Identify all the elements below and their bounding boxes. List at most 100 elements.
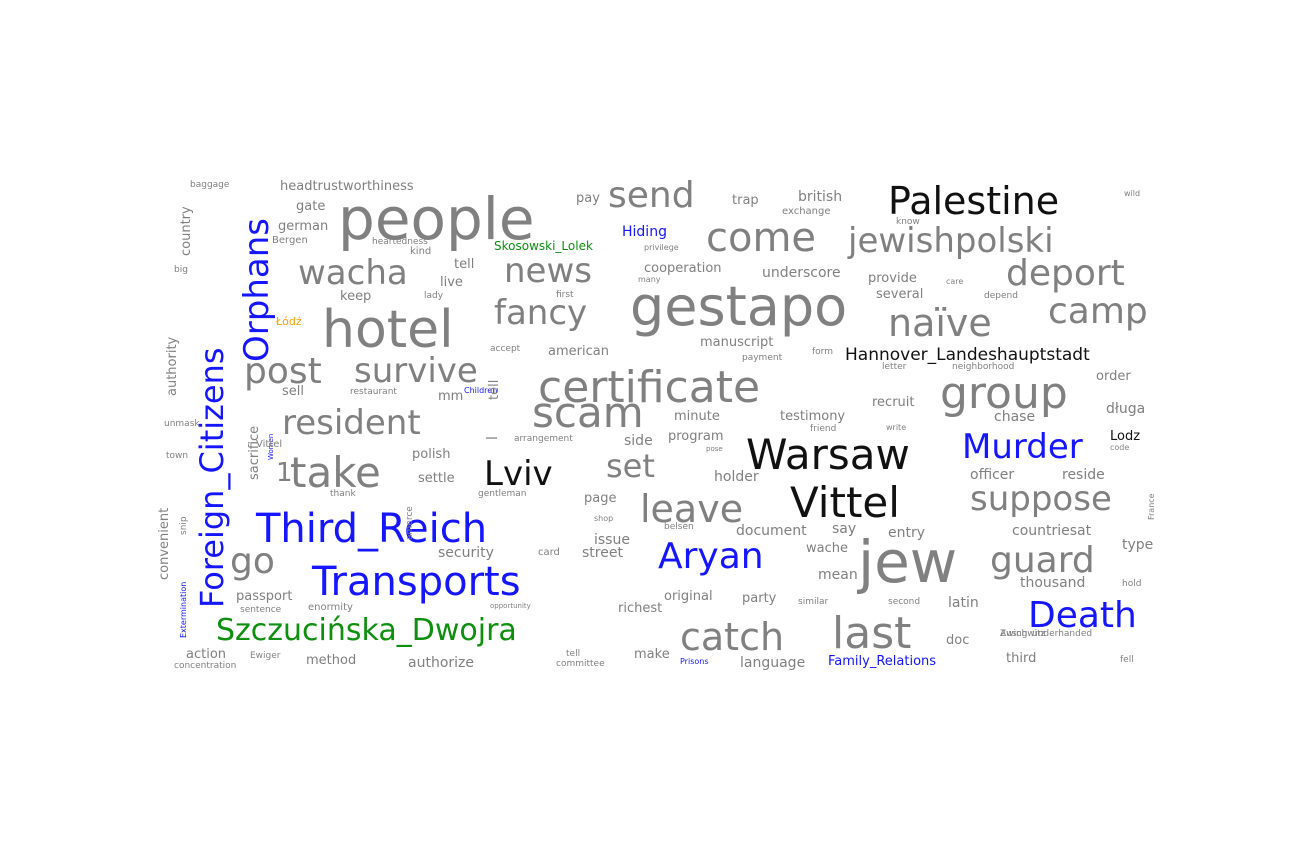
cloud-word: resident	[282, 403, 421, 443]
cloud-word: document	[736, 523, 807, 539]
cloud-word: sell	[282, 384, 304, 399]
cloud-word: richest	[618, 601, 663, 616]
cloud-word: passport	[236, 589, 293, 604]
cloud-word: catch	[680, 615, 785, 659]
cloud-word: wild	[1124, 189, 1141, 198]
cloud-word: provide	[868, 271, 917, 286]
cloud-word: big	[174, 265, 188, 275]
cloud-word: manuscript	[700, 335, 774, 350]
cloud-word: authority	[165, 336, 180, 396]
cloud-word: 1	[276, 458, 293, 488]
cloud-word: american	[548, 344, 609, 359]
cloud-word: Vittel	[790, 478, 900, 527]
cloud-word: heartedness	[372, 237, 428, 247]
cloud-word: come	[706, 215, 817, 261]
cloud-word: friend	[810, 424, 837, 434]
cloud-word: lady	[424, 291, 444, 301]
cloud-word: accept	[490, 344, 521, 354]
cloud-word: trap	[732, 193, 759, 208]
cloud-word: town	[166, 451, 189, 461]
cloud-word: minute	[674, 409, 720, 424]
cloud-word: Prisons	[680, 657, 709, 666]
cloud-word: leave	[640, 487, 744, 531]
cloud-word: convenient	[157, 507, 172, 580]
cloud-word: privilege	[644, 243, 679, 252]
cloud-word: program	[668, 429, 724, 444]
cloud-word: mm	[438, 389, 464, 404]
cloud-word: Third_Reich	[256, 506, 488, 552]
cloud-word: exchange	[782, 206, 831, 217]
cloud-word: method	[306, 653, 357, 668]
cloud-word: shop	[594, 514, 614, 523]
cloud-word: neighborhood	[952, 362, 1015, 372]
cloud-word: survive	[354, 351, 478, 391]
cloud-word: underscore	[762, 265, 841, 281]
cloud-word: reside	[1062, 467, 1105, 483]
cloud-word: certificate	[538, 362, 761, 413]
cloud-word: set	[606, 447, 655, 485]
cloud-word: thank	[330, 489, 356, 499]
cloud-word: Extermination	[179, 581, 188, 638]
cloud-word: Murder	[962, 427, 1083, 467]
cloud-word: post	[244, 351, 322, 392]
cloud-word: form	[812, 347, 833, 357]
cloud-word: recruit	[872, 395, 915, 410]
cloud-word: wacha	[298, 253, 408, 293]
cloud-word: fancy	[494, 293, 588, 333]
cloud-word: snip	[179, 516, 189, 535]
cloud-word: concentration	[174, 661, 237, 671]
cloud-word: countriesat	[1012, 523, 1092, 539]
cloud-word: Warsaw	[746, 430, 910, 479]
cloud-word: France	[1147, 493, 1156, 520]
cloud-word: fell	[1120, 655, 1134, 665]
cloud-word: Hannover_Landeshauptstadt	[845, 345, 1090, 365]
cloud-word: Palestine	[888, 179, 1060, 223]
cloud-word: security	[438, 545, 494, 561]
cloud-word: first	[556, 290, 574, 300]
cloud-word: third	[1006, 651, 1037, 666]
cloud-word: kind	[410, 246, 432, 257]
cloud-word: german	[278, 219, 329, 234]
cloud-word: Transports	[312, 559, 521, 605]
cloud-word: depend	[984, 291, 1018, 301]
cloud-word: hold	[1122, 579, 1142, 589]
cloud-word: Death	[1028, 595, 1137, 636]
cloud-word: polish	[412, 447, 451, 462]
cloud-word: people	[338, 185, 535, 253]
cloud-word: Łódź	[276, 315, 302, 328]
cloud-word: letter	[882, 362, 907, 372]
cloud-word: Hiding	[622, 224, 667, 240]
cloud-word: go	[230, 541, 275, 582]
cloud-word: pose	[706, 445, 723, 453]
cloud-word: language	[740, 655, 806, 671]
cloud-word: page	[584, 491, 617, 506]
cloud-word: tell	[487, 379, 502, 400]
cloud-word: second	[888, 597, 921, 607]
cloud-word: wache	[806, 541, 848, 556]
cloud-word: cooperation	[644, 261, 722, 276]
cloud-word: testimony	[780, 409, 846, 424]
cloud-word: Ewiger	[250, 651, 281, 661]
cloud-word: hotel	[322, 300, 454, 360]
cloud-word: send	[608, 175, 695, 216]
cloud-word: order	[1096, 369, 1131, 384]
cloud-word: suppose	[970, 479, 1112, 519]
cloud-word: Family_Relations	[828, 654, 937, 669]
cloud-word: issue	[594, 532, 630, 548]
cloud-word: gestapo	[630, 275, 848, 338]
cloud-word: know	[896, 217, 920, 227]
cloud-word: Lviv	[484, 454, 553, 494]
cloud-word: l	[485, 436, 501, 440]
cloud-word: naïve	[888, 301, 992, 345]
cloud-word: mean	[818, 567, 858, 583]
cloud-word: keep	[340, 289, 372, 304]
cloud-word: baggage	[190, 180, 230, 190]
cloud-word: arrangement	[514, 434, 573, 444]
cloud-word: guard	[990, 540, 1095, 581]
cloud-word: side	[624, 433, 653, 449]
cloud-word: take	[290, 448, 381, 497]
cloud-word: settle	[418, 471, 455, 486]
cloud-word: country	[179, 206, 194, 256]
cloud-word: enormity	[308, 602, 353, 613]
